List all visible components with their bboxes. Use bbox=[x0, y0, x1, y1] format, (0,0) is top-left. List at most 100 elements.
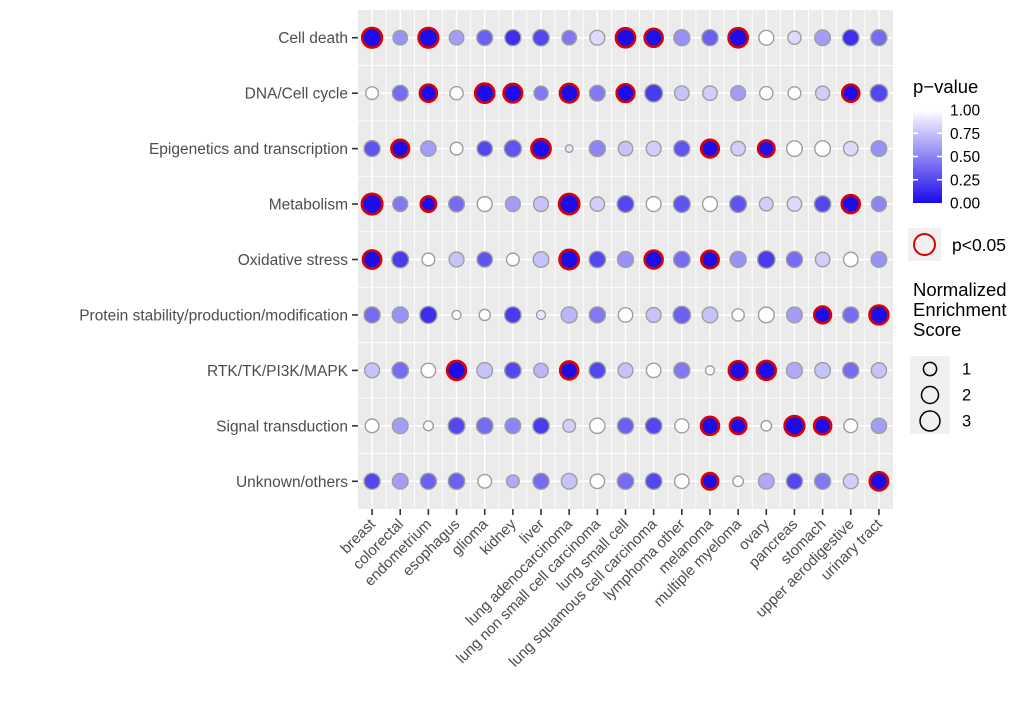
dot-unknown-others-breast bbox=[363, 472, 381, 490]
y-axis-label: Signal transduction bbox=[216, 418, 348, 435]
dot-protein-stability-production-modification-pancreas bbox=[785, 306, 803, 324]
pvalue-tick-label: 0.00 bbox=[950, 196, 981, 213]
dot-signal-transduction-colorectal bbox=[391, 417, 409, 435]
dot-protein-stability-production-modification-stomach bbox=[812, 305, 833, 325]
dot-oxidative-stress-liver bbox=[532, 250, 550, 269]
nes-size-label: 1 bbox=[962, 361, 971, 379]
nes-size-key-icon bbox=[920, 385, 940, 405]
dot-cell-death-glioma bbox=[476, 29, 494, 47]
sig-legend-label: p<0.05 bbox=[952, 235, 1006, 255]
dot-epigenetics-and-transcription-multiple-myeloma bbox=[730, 140, 747, 157]
y-axis-label: Unknown/others bbox=[236, 474, 348, 491]
dot-cell-death-upper-aerodigestive bbox=[841, 28, 860, 47]
dot-rtk-tk-pi3k-mapk-liver bbox=[533, 362, 549, 379]
dot-signal-transduction-stomach bbox=[812, 416, 833, 436]
dot-epigenetics-and-transcription-glioma bbox=[476, 140, 494, 157]
dot-signal-transduction-pancreas bbox=[783, 414, 806, 437]
dot-cell-death-lung-small-cell bbox=[614, 26, 637, 49]
dot-dna-cell-cycle-lung-small-cell bbox=[615, 83, 636, 104]
dot-oxidative-stress-lung-non-small-cell-carcinoma bbox=[588, 250, 607, 269]
sig-ring-icon bbox=[913, 233, 936, 256]
dot-unknown-others-urinary-tract bbox=[868, 470, 890, 492]
dot-unknown-others-colorectal bbox=[391, 472, 409, 490]
dot-signal-transduction-lung-small-cell bbox=[616, 417, 635, 435]
dot-dna-cell-cycle-upper-aerodigestive bbox=[840, 83, 861, 103]
dot-rtk-tk-pi3k-mapk-breast bbox=[363, 362, 381, 379]
dot-signal-transduction-liver bbox=[532, 416, 550, 435]
dot-epigenetics-and-transcription-liver bbox=[530, 137, 552, 160]
nes-legend-title-line: Score bbox=[913, 319, 961, 340]
dot-oxidative-stress-stomach bbox=[814, 251, 831, 268]
dot-epigenetics-and-transcription-lung-adenocarcinoma bbox=[564, 144, 574, 154]
dot-protein-stability-production-modification-lung-small-cell bbox=[617, 306, 634, 323]
dot-rtk-tk-pi3k-mapk-stomach bbox=[814, 361, 832, 379]
dot-dna-cell-cycle-breast bbox=[365, 86, 380, 101]
dot-epigenetics-and-transcription-pancreas bbox=[785, 140, 803, 158]
dot-unknown-others-lung-small-cell bbox=[616, 472, 635, 491]
dot-dna-cell-cycle-urinary-tract bbox=[869, 83, 889, 103]
dot-rtk-tk-pi3k-mapk-lung-small-cell bbox=[617, 362, 634, 379]
dot-rtk-tk-pi3k-mapk-ovary bbox=[755, 359, 778, 382]
nes-size-label: 3 bbox=[962, 413, 971, 431]
dot-protein-stability-production-modification-lung-squamous-cell-carcinoma bbox=[645, 306, 662, 324]
dot-signal-transduction-melanoma bbox=[699, 415, 721, 437]
dot-cell-death-melanoma bbox=[701, 29, 719, 47]
dot-protein-stability-production-modification-urinary-tract bbox=[868, 304, 890, 326]
dot-unknown-others-endometrium bbox=[419, 472, 438, 490]
dot-signal-transduction-ovary bbox=[760, 419, 773, 432]
dot-protein-stability-production-modification-endometrium bbox=[419, 305, 438, 325]
dot-dna-cell-cycle-glioma bbox=[473, 82, 496, 105]
dot-metabolism-kidney bbox=[504, 195, 522, 213]
dot-unknown-others-kidney bbox=[505, 474, 520, 489]
dot-unknown-others-liver bbox=[532, 472, 550, 490]
dot-signal-transduction-kidney bbox=[504, 417, 522, 435]
dot-rtk-tk-pi3k-mapk-glioma bbox=[476, 361, 494, 379]
dot-metabolism-lung-adenocarcinoma bbox=[557, 192, 581, 216]
dot-cell-death-lung-adenocarcinoma bbox=[561, 29, 578, 46]
dot-epigenetics-and-transcription-melanoma bbox=[699, 138, 721, 159]
dot-dna-cell-cycle-lung-squamous-cell-carcinoma bbox=[644, 83, 664, 103]
dot-protein-stability-production-modification-lung-non-small-cell-carcinoma bbox=[588, 306, 607, 324]
dot-signal-transduction-lung-non-small-cell-carcinoma bbox=[589, 417, 606, 435]
dot-dna-cell-cycle-stomach bbox=[814, 85, 831, 101]
dot-signal-transduction-urinary-tract bbox=[870, 417, 888, 435]
dot-metabolism-glioma bbox=[476, 195, 493, 213]
pvalue-legend-title: p−value bbox=[913, 76, 978, 97]
pvalue-tick-label: 0.25 bbox=[950, 172, 980, 189]
y-axis-label: Protein stability/production/modificatio… bbox=[79, 307, 348, 324]
dot-epigenetics-and-transcription-lung-small-cell bbox=[617, 140, 634, 157]
dot-signal-transduction-glioma bbox=[475, 416, 494, 435]
dot-metabolism-endometrium bbox=[419, 195, 438, 213]
dot-rtk-tk-pi3k-mapk-endometrium bbox=[420, 362, 437, 379]
dot-epigenetics-and-transcription-upper-aerodigestive bbox=[842, 140, 859, 157]
dot-oxidative-stress-esophagus bbox=[448, 251, 465, 268]
dot-dna-cell-cycle-melanoma bbox=[702, 85, 718, 102]
dot-protein-stability-production-modification-lymphoma-other bbox=[672, 305, 692, 325]
dot-unknown-others-stomach bbox=[813, 472, 832, 490]
dot-rtk-tk-pi3k-mapk-melanoma bbox=[704, 365, 716, 376]
dot-cell-death-kidney bbox=[504, 29, 522, 47]
dot-cell-death-endometrium bbox=[417, 26, 440, 49]
dot-rtk-tk-pi3k-mapk-lung-squamous-cell-carcinoma bbox=[645, 362, 662, 379]
dot-unknown-others-lung-squamous-cell-carcinoma bbox=[644, 472, 663, 491]
dot-metabolism-urinary-tract bbox=[870, 195, 888, 213]
nes-legend-title-line: Enrichment bbox=[913, 299, 1007, 320]
dot-signal-transduction-breast bbox=[364, 418, 380, 434]
dot-dna-cell-cycle-esophagus bbox=[449, 85, 464, 101]
dot-oxidative-stress-breast bbox=[361, 249, 383, 270]
dot-oxidative-stress-pancreas bbox=[785, 250, 804, 269]
dot-unknown-others-lymphoma-other bbox=[673, 473, 690, 490]
dot-cell-death-multiple-myeloma bbox=[727, 26, 749, 49]
dot-metabolism-liver bbox=[532, 195, 550, 213]
dot-oxidative-stress-glioma bbox=[476, 251, 494, 268]
dot-epigenetics-and-transcription-breast bbox=[363, 139, 381, 158]
dot-signal-transduction-lung-squamous-cell-carcinoma bbox=[644, 416, 663, 435]
dot-epigenetics-and-transcription-endometrium bbox=[420, 140, 437, 157]
dot-metabolism-lymphoma-other bbox=[672, 195, 691, 214]
dot-signal-transduction-multiple-myeloma bbox=[728, 416, 748, 436]
dot-cell-death-urinary-tract bbox=[870, 29, 888, 47]
dot-protein-stability-production-modification-multiple-myeloma bbox=[731, 308, 745, 322]
nes-legend-key-background bbox=[910, 356, 950, 434]
